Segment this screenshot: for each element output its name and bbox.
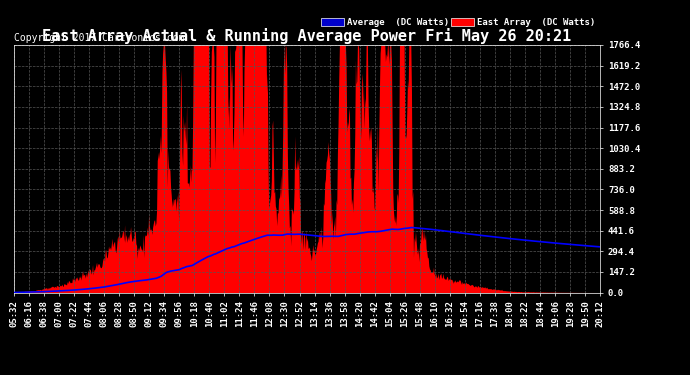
Legend: Average  (DC Watts), East Array  (DC Watts): Average (DC Watts), East Array (DC Watts…	[320, 17, 595, 28]
Title: East Array Actual & Running Average Power Fri May 26 20:21: East Array Actual & Running Average Powe…	[42, 28, 572, 44]
Text: Copyright 2017 Cartronics.com: Copyright 2017 Cartronics.com	[14, 33, 184, 42]
